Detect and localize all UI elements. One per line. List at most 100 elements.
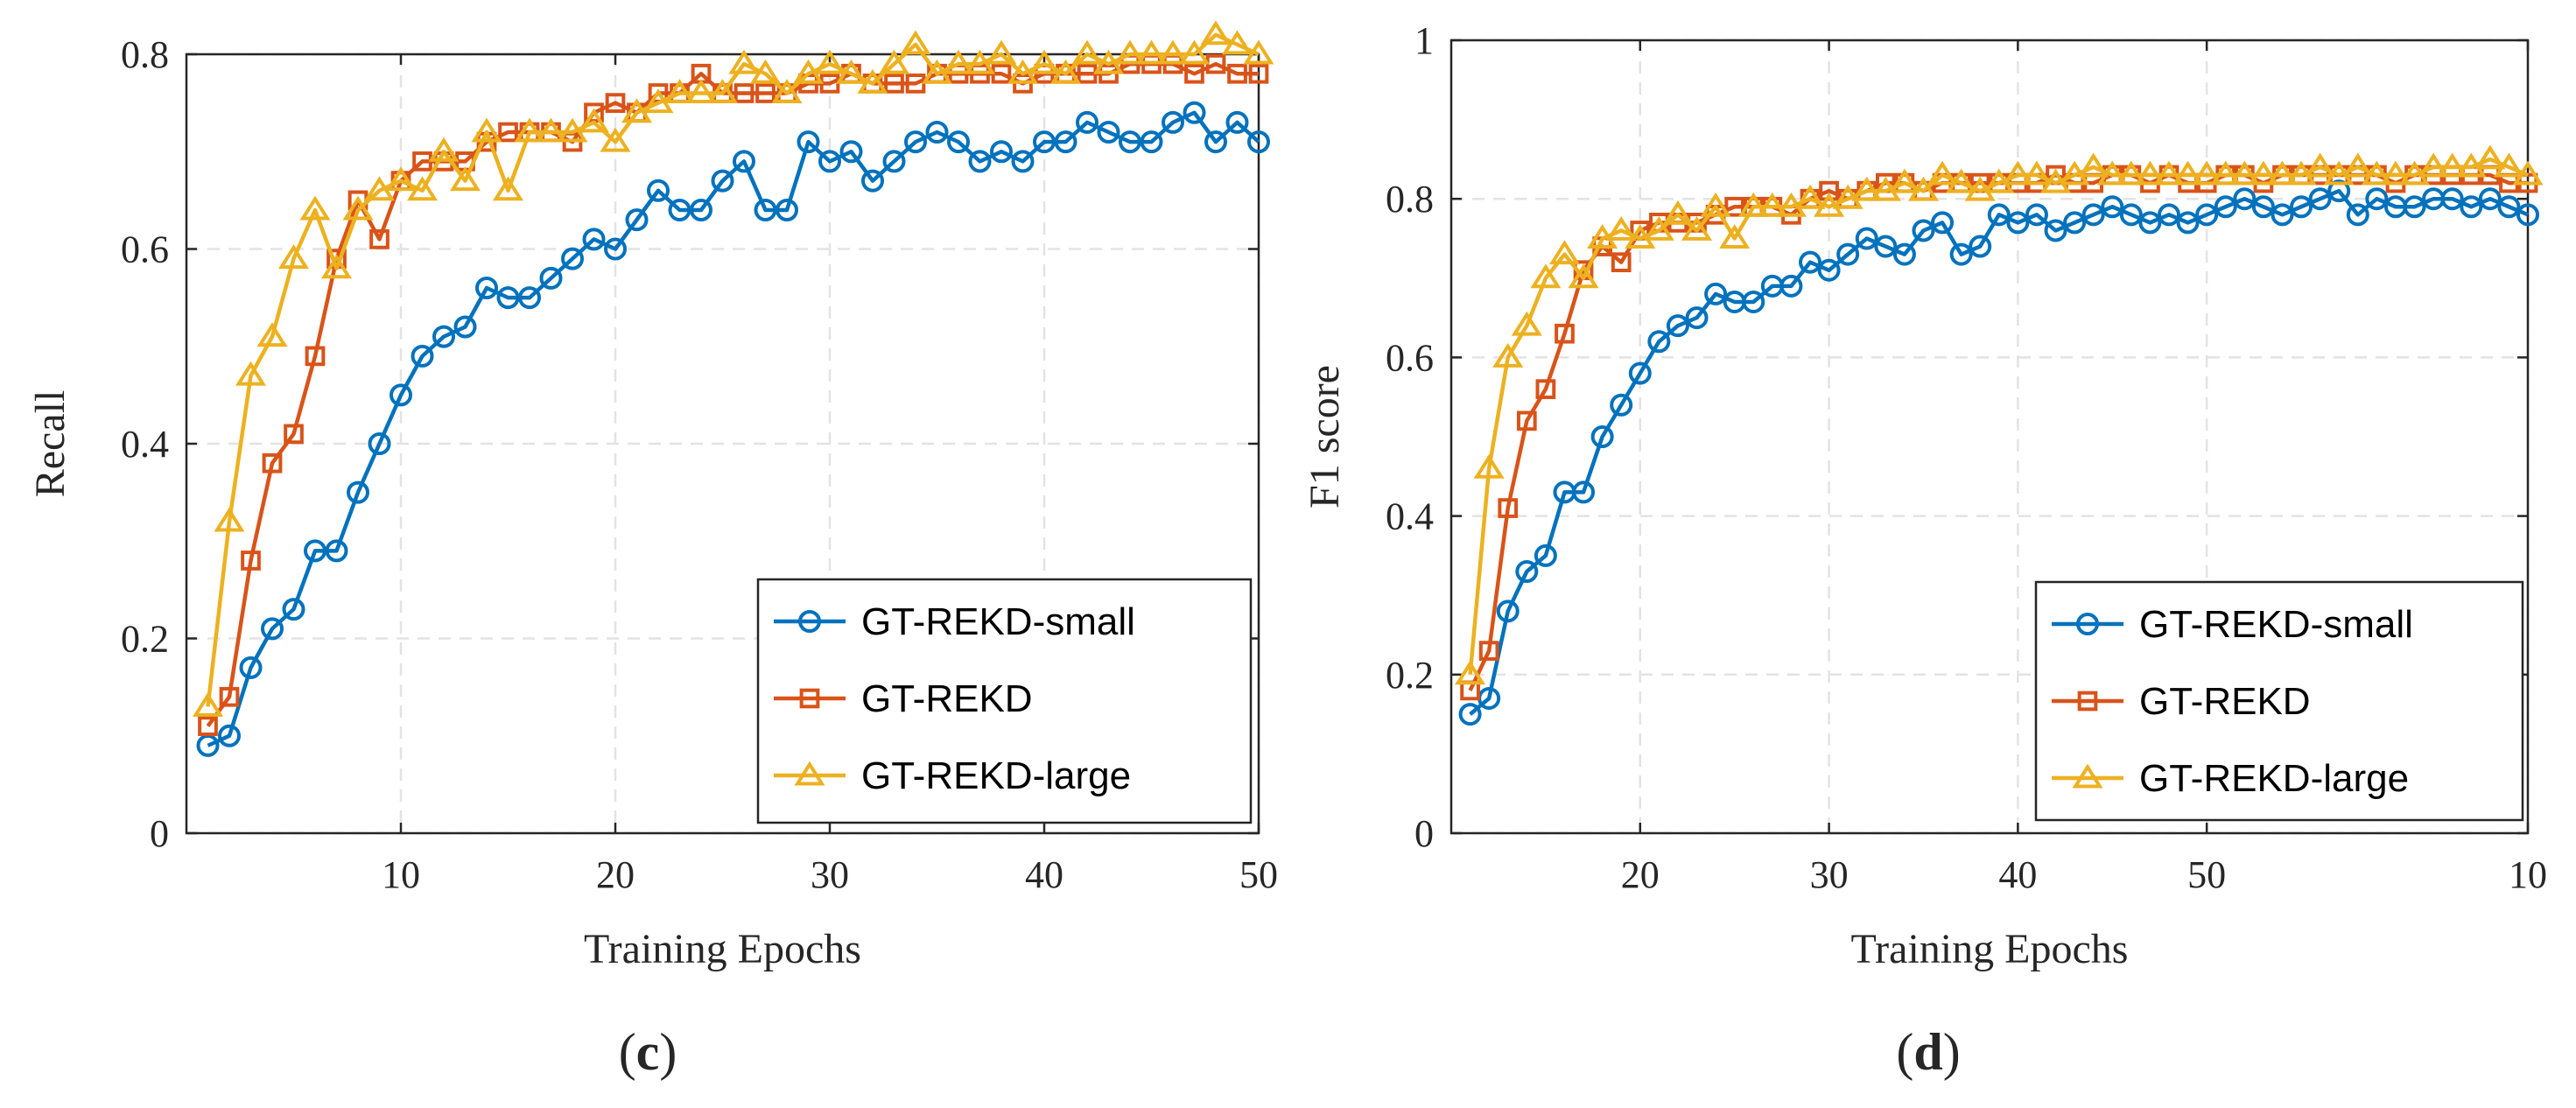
x-tick-label: 30	[811, 853, 849, 896]
data-point	[1119, 130, 1141, 154]
data-point	[363, 176, 396, 201]
data-point	[1892, 242, 1916, 266]
data-point	[561, 247, 584, 270]
data-point	[1724, 196, 1745, 217]
data-point	[241, 550, 261, 571]
data-point	[1140, 130, 1163, 154]
data-point	[2191, 160, 2222, 186]
data-point	[1473, 453, 1505, 479]
data-point	[449, 166, 481, 192]
data-point	[839, 140, 863, 164]
legend-marker	[794, 761, 825, 786]
data-point	[1534, 543, 1557, 567]
data-point	[990, 140, 1013, 164]
panel-label: (d)	[1896, 1023, 1960, 1081]
data-point	[277, 244, 310, 270]
data-point	[706, 79, 739, 103]
data-point	[2081, 203, 2105, 227]
data-point	[1628, 361, 1652, 385]
data-point	[1515, 560, 1539, 584]
legend-marker	[799, 688, 820, 709]
data-point	[1548, 240, 1581, 265]
x-tick-label: 40	[1025, 853, 1063, 896]
data-point	[900, 30, 931, 55]
data-point	[2248, 160, 2279, 186]
data-point	[2346, 203, 2369, 227]
x-tick-label: 20	[596, 853, 635, 896]
data-point	[1590, 425, 1614, 448]
data-point	[1555, 323, 1575, 344]
data-point	[642, 88, 674, 114]
data-point	[514, 117, 545, 143]
data-point	[1054, 130, 1077, 154]
data-point	[771, 79, 803, 103]
data-point	[1987, 203, 2011, 227]
data-point	[475, 277, 498, 299]
data-point	[733, 150, 755, 173]
data-point	[2305, 152, 2336, 178]
data-point	[304, 539, 326, 563]
data-point	[685, 79, 717, 103]
data-point	[2512, 160, 2544, 186]
data-point	[368, 432, 391, 455]
data-point	[964, 49, 996, 74]
data-point	[492, 176, 524, 201]
data-point	[882, 150, 906, 173]
data-point	[2002, 160, 2033, 186]
legend: GT-REKD-small GT-REKD GT-REKD-large	[756, 578, 1253, 824]
data-point	[1819, 180, 1839, 201]
data-point	[369, 229, 390, 249]
data-point	[2021, 160, 2053, 186]
data-point	[711, 169, 734, 193]
legend-label: GT-REKD-large	[2139, 757, 2409, 800]
data-point	[1817, 258, 1841, 282]
data-point	[471, 117, 502, 143]
data-point	[1681, 216, 1713, 241]
data-point	[1855, 227, 1878, 250]
y-tick-label: 0.4	[1386, 495, 1434, 538]
data-point	[728, 49, 760, 74]
data-point	[1611, 252, 1632, 273]
data-point	[282, 598, 305, 621]
data-point	[406, 176, 439, 201]
data-point	[604, 237, 627, 261]
x-tick-label: 50	[1239, 853, 1278, 896]
legend-label: GT-REKD	[2139, 680, 2311, 723]
x-tick-label: 10	[382, 853, 420, 896]
data-point	[219, 686, 240, 707]
data-point	[1874, 235, 1898, 258]
legend-label: GT-REKD-large	[861, 754, 1131, 797]
data-point	[1204, 130, 1227, 154]
data-point	[2176, 211, 2200, 235]
data-point	[1742, 290, 1765, 313]
data-point	[1779, 274, 1803, 298]
data-point	[1946, 168, 1977, 193]
data-point	[320, 254, 353, 279]
data-point	[1114, 39, 1146, 65]
data-point	[1248, 63, 1269, 84]
data-point	[453, 315, 477, 339]
data-point	[432, 325, 455, 348]
legend-label: GT-REKD-small	[2139, 603, 2413, 646]
x-tick-label: 20	[1621, 853, 1660, 896]
data-point	[818, 150, 841, 173]
data-point	[1200, 20, 1232, 46]
data-point	[668, 199, 691, 221]
data-point	[663, 79, 696, 103]
x-axis-label: Training Epochs	[584, 926, 861, 972]
data-point	[2474, 144, 2506, 170]
data-point	[968, 150, 992, 173]
data-point	[2195, 203, 2219, 227]
data-point	[2365, 187, 2389, 211]
series-line	[206, 32, 1260, 707]
data-point	[625, 208, 649, 232]
data-point	[647, 179, 670, 202]
legend-label: GT-REKD-small	[861, 600, 1135, 643]
data-point	[1530, 263, 1562, 289]
data-point	[1184, 63, 1204, 84]
data-point	[2478, 187, 2502, 211]
y-tick-label: 1	[1414, 19, 1434, 62]
y-axis-label: F1 score	[1302, 365, 1348, 508]
data-point	[239, 656, 263, 679]
